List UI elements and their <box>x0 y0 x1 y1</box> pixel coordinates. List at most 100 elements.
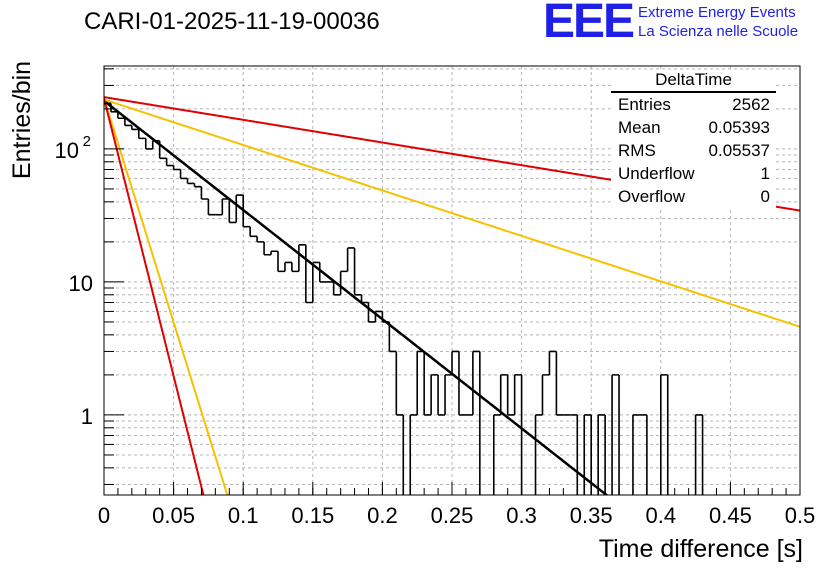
hist-bin <box>179 169 188 180</box>
hist-bin <box>249 226 258 238</box>
hist-bin <box>291 262 299 273</box>
hist-bin <box>318 262 327 283</box>
x-tick-label: 0 <box>98 503 110 528</box>
eee-logo-text: Extreme Energy Events La Scienza nelle S… <box>638 3 798 41</box>
hist-bin <box>381 311 390 323</box>
hist-bin <box>228 199 237 224</box>
hist-bin <box>332 281 341 296</box>
grid <box>104 66 800 495</box>
logo-line-1: Extreme Energy Events <box>638 4 796 21</box>
hist-bin <box>131 125 139 131</box>
hist-bin <box>256 236 265 243</box>
hist-bin <box>277 251 285 273</box>
stats-label: Mean <box>618 118 661 137</box>
hist-bin <box>207 199 216 216</box>
x-tick-label: 0.15 <box>291 503 334 528</box>
hist-bin <box>541 374 550 415</box>
stats-label: Underflow <box>618 164 695 183</box>
stats-label: Entries <box>618 95 671 114</box>
hist-bin <box>158 140 167 160</box>
hist-bin <box>513 374 522 415</box>
x-axis-label: Time difference [s] <box>598 535 803 563</box>
logo-line-2: La Scienza nelle Scuole <box>638 23 799 40</box>
hist-bin <box>618 374 620 495</box>
hist-bin <box>576 414 579 495</box>
hist-bin <box>458 351 466 416</box>
stats-row-rms: RMS 0.05537 <box>611 139 776 162</box>
hist-bin <box>472 350 480 415</box>
hist-bin <box>138 129 146 140</box>
hist-bin <box>346 247 355 272</box>
stats-value: 2562 <box>732 95 770 114</box>
hist-bin <box>395 351 404 416</box>
hist-bin <box>583 414 592 495</box>
hist-bin <box>520 374 523 495</box>
hist-bin <box>186 178 195 185</box>
hist-bin <box>694 414 703 495</box>
stats-label: RMS <box>618 141 656 160</box>
hist-bin <box>374 310 383 322</box>
hist-bin <box>409 414 418 495</box>
hist-bin <box>235 194 244 223</box>
hist-bin <box>479 351 481 495</box>
hist-bin <box>632 414 640 495</box>
hist-bin <box>388 321 397 353</box>
stats-value: 1 <box>760 164 770 183</box>
hist-bin <box>666 374 669 495</box>
hist-bin <box>437 374 446 416</box>
hist-bin <box>611 374 620 495</box>
hist-bin <box>548 350 557 375</box>
yellow-fit-slow <box>104 98 800 328</box>
stats-row-mean: Mean 0.05393 <box>611 116 776 139</box>
hist-bin <box>660 374 668 495</box>
stats-value: 0 <box>760 187 770 206</box>
hist-bin <box>430 374 439 415</box>
hist-bin <box>263 241 272 256</box>
hist-bin <box>270 250 278 255</box>
hist-bin <box>499 374 508 415</box>
hist-bin <box>353 247 362 296</box>
histogram-bars <box>104 102 704 495</box>
hist-bin <box>312 261 320 303</box>
hist-bin <box>604 414 606 495</box>
hist-bin <box>597 414 606 495</box>
stats-rows: Entries 2562 Mean 0.05393 RMS 0.05537 Underflo… <box>611 93 776 208</box>
fit-curves <box>104 96 800 495</box>
hist-bin <box>110 103 118 113</box>
hist-bin <box>701 414 704 495</box>
hist-bin <box>492 414 501 495</box>
hist-bin <box>117 111 125 120</box>
x-tick-label: 0.1 <box>228 503 259 528</box>
hist-bin <box>124 118 132 127</box>
stats-value: 0.05537 <box>708 141 770 160</box>
hist-bin <box>221 198 230 215</box>
stats-value: 0.05393 <box>708 118 770 137</box>
hist-bin <box>151 140 160 149</box>
stats-row-underflow: Underflow 1 <box>611 162 776 185</box>
hist-bin <box>305 244 313 304</box>
hist-bin <box>423 351 432 416</box>
stats-label: Overflow <box>618 187 686 206</box>
y-tick-label: 10 <box>55 138 79 163</box>
hist-bin <box>284 261 292 272</box>
y-axis-label: Entries/bin <box>0 61 52 179</box>
y-axis-label-text: Entries/bin <box>7 60 36 180</box>
hist-bin <box>646 414 648 495</box>
x-tick-label: 0.5 <box>785 503 816 528</box>
y-tick-label: 1 <box>81 404 93 429</box>
axis-ticks: 0 0.05 0.1 0.15 0.2 0.25 0.3 0.35 0.4 0.45 0.51101… <box>55 68 816 528</box>
y-tick-exponent: 2 <box>83 133 91 150</box>
y-tick-label: 10 <box>69 271 93 296</box>
hist-bin <box>506 374 515 416</box>
red-fit-fast <box>104 98 205 495</box>
hist-bin <box>416 350 425 415</box>
hist-bin <box>367 302 376 323</box>
stats-row-overflow: Overflow 0 <box>611 185 776 208</box>
hist-bin <box>339 270 348 295</box>
eee-logo: EEE <box>543 0 635 48</box>
stats-title: DeltaTime <box>611 70 776 93</box>
x-tick-label: 0.3 <box>506 503 537 528</box>
hist-bin <box>451 350 459 375</box>
hist-bin <box>193 183 202 188</box>
